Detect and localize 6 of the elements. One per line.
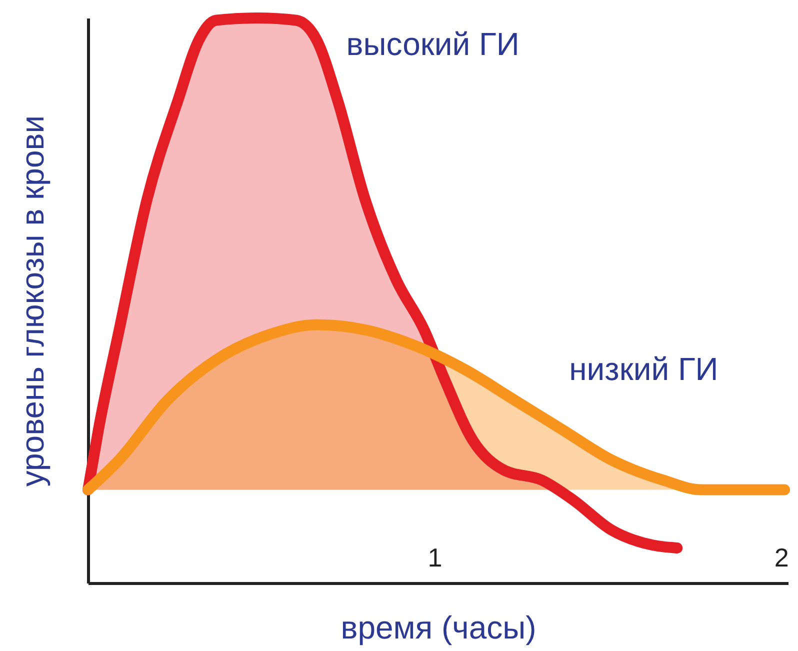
x-axis-title: время (часы) xyxy=(340,610,536,646)
x-tick-label: 2 xyxy=(774,542,789,572)
series-label: высокий ГИ xyxy=(346,26,520,62)
x-tick-label: 1 xyxy=(428,542,442,572)
y-axis-title: уровень глюкозы в крови xyxy=(14,115,50,487)
series-label: низкий ГИ xyxy=(569,350,718,387)
